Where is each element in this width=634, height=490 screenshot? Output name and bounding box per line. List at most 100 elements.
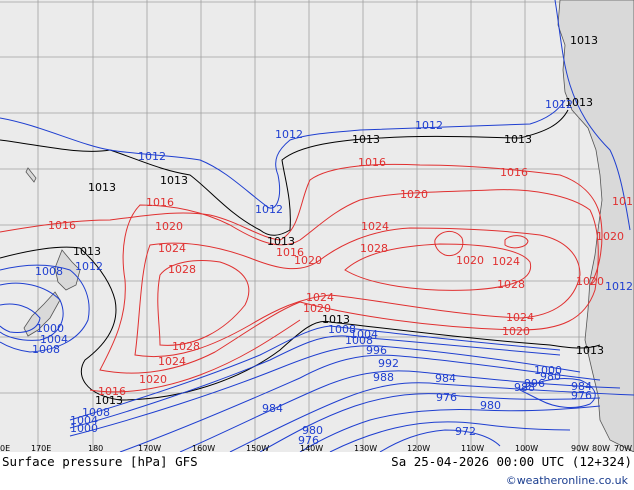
isobar-label: 980 <box>480 399 501 412</box>
isobar-992 <box>179 370 621 452</box>
isobar-label: 1000 <box>36 322 64 335</box>
longitude-labels: 0E 170E 180 170W 160W 150W 140W 130W 120… <box>0 444 632 452</box>
isobar-label: 1016 <box>98 385 126 398</box>
isobar-label: 988 <box>373 371 394 384</box>
isobar-label: 980 <box>302 424 323 437</box>
isobar-1028-center <box>434 231 464 257</box>
isobar-label: 976 <box>298 434 319 447</box>
isobar-label: 1020 <box>502 325 530 338</box>
isobar-972 <box>379 429 501 452</box>
isobar-label: 1020 <box>576 275 604 288</box>
isobar-label: 1028 <box>172 340 200 353</box>
isobar-label: 1013 <box>565 96 593 109</box>
isobar-labels-red: 1016 1016 1016 1016 1016 1016 1020 1020 … <box>48 156 634 398</box>
isobar-label: 1008 <box>345 334 373 347</box>
isobar-label: 1013 <box>352 133 380 146</box>
isobar-976 <box>329 421 571 452</box>
isobar-996 <box>119 354 601 452</box>
isobar-label: 1000 <box>534 364 562 377</box>
isobar-label: 1004 <box>350 328 378 341</box>
isobar-label: 992 <box>378 357 399 370</box>
isobar-label: 1020 <box>155 220 183 233</box>
isobar-1012-coast <box>554 0 631 231</box>
isobar-label: 1028 <box>168 263 196 276</box>
longitude-label: 0E <box>0 444 10 452</box>
isobar-label: 1012 <box>75 260 103 273</box>
map-canvas: 1013 1013 1013 1013 1013 1013 1013 1013 … <box>0 0 634 452</box>
new-caledonia-island <box>25 167 37 183</box>
isobar-1008-west <box>0 264 90 353</box>
isobar-label: 1024 <box>158 242 186 255</box>
isobar-988 <box>229 382 634 452</box>
isobar-label: 1013 <box>504 133 532 146</box>
isobar-label: 1024 <box>158 355 186 368</box>
isobar-label: 1012 <box>605 280 633 293</box>
isobar-1024 <box>134 227 581 358</box>
isobar-label: 1024 <box>361 220 389 233</box>
isobar-labels-blue: 1012 1012 1012 1012 1012 1012 1012 1008 … <box>32 98 633 447</box>
longitude-label: 170E <box>31 444 51 452</box>
south-america-landmass <box>557 0 634 452</box>
isobar-label: 976 <box>436 391 457 404</box>
isobar-label: 1012 <box>275 128 303 141</box>
isobar-label: 1013 <box>570 34 598 47</box>
isobar-label: 1020 <box>596 230 624 243</box>
isobar-label: 1016 <box>358 156 386 169</box>
isobar-label: 1016 <box>612 195 634 208</box>
isobar-label: 976 <box>571 389 592 402</box>
isobar-label: 1013 <box>576 344 604 357</box>
isobar-label: 1016 <box>500 166 528 179</box>
isobar-label: 1012 <box>255 203 283 216</box>
map-footer: Surface pressure [hPa] GFS Sa 25-04-2026… <box>0 452 634 490</box>
isobar-label: 1024 <box>492 255 520 268</box>
isobar-1013-north <box>0 109 569 236</box>
isobar-label: 1013 <box>267 235 295 248</box>
longitude-label: 70W <box>614 444 632 452</box>
source-credit: ©weatheronline.co.uk <box>505 474 628 487</box>
isobar-label: 1012 <box>545 98 573 111</box>
longitude-label: 140W <box>300 444 323 452</box>
isobar-label: 1008 <box>328 323 356 336</box>
isobar-label: 1013 <box>160 174 188 187</box>
isobar-label: 1020 <box>303 302 331 315</box>
isobar-1004-south <box>69 335 561 429</box>
longitude-label: 90W <box>571 444 589 452</box>
isobar-label: 1016 <box>48 219 76 232</box>
isobar-1028-west <box>157 260 250 346</box>
isobar-labels-black: 1013 1013 1013 1013 1013 1013 1013 1013 … <box>73 34 604 407</box>
isobar-label: 1024 <box>506 311 534 324</box>
isobar-label: 984 <box>571 380 592 393</box>
isobar-1000-west <box>0 303 41 333</box>
isobar-label: 1008 <box>32 343 60 356</box>
isobar-label: 1012 <box>138 150 166 163</box>
isobar-984-east <box>518 377 596 408</box>
isobar-label: 984 <box>262 402 283 415</box>
isobar-980 <box>299 405 601 452</box>
isobar-1016-south <box>89 319 301 393</box>
isobar-label: 1013 <box>73 245 101 258</box>
longitude-label: 120W <box>407 444 430 452</box>
isobar-label: 996 <box>366 344 387 357</box>
isobar-label: 1008 <box>82 406 110 419</box>
isobar-1028-small <box>504 235 529 249</box>
isobar-label: 1013 <box>88 181 116 194</box>
isobar-label: 1028 <box>360 242 388 255</box>
isobar-label: 1016 <box>276 246 304 259</box>
isobar-label: 1024 <box>306 291 334 304</box>
longitude-label: 100W <box>515 444 538 452</box>
isobar-label: 1012 <box>415 119 443 132</box>
longitude-label: 150W <box>246 444 269 452</box>
isobar-label: 1013 <box>95 394 123 407</box>
forecast-timestamp: Sa 25-04-2026 00:00 UTC (12+324) <box>391 454 632 469</box>
longitude-label: 80W <box>592 444 610 452</box>
new-zealand-north-island <box>54 249 81 291</box>
new-zealand-south-island <box>23 291 61 337</box>
isobar-1020 <box>99 189 599 374</box>
isobar-1004-west <box>0 282 64 341</box>
pressure-map: 1013 1013 1013 1013 1013 1013 1013 1013 … <box>0 0 634 452</box>
longitude-label: 170W <box>138 444 161 452</box>
isobar-label: 1020 <box>294 254 322 267</box>
isobar-1000-south <box>69 345 581 437</box>
isobar-label: 1004 <box>70 414 98 427</box>
longitude-label: 130W <box>354 444 377 452</box>
